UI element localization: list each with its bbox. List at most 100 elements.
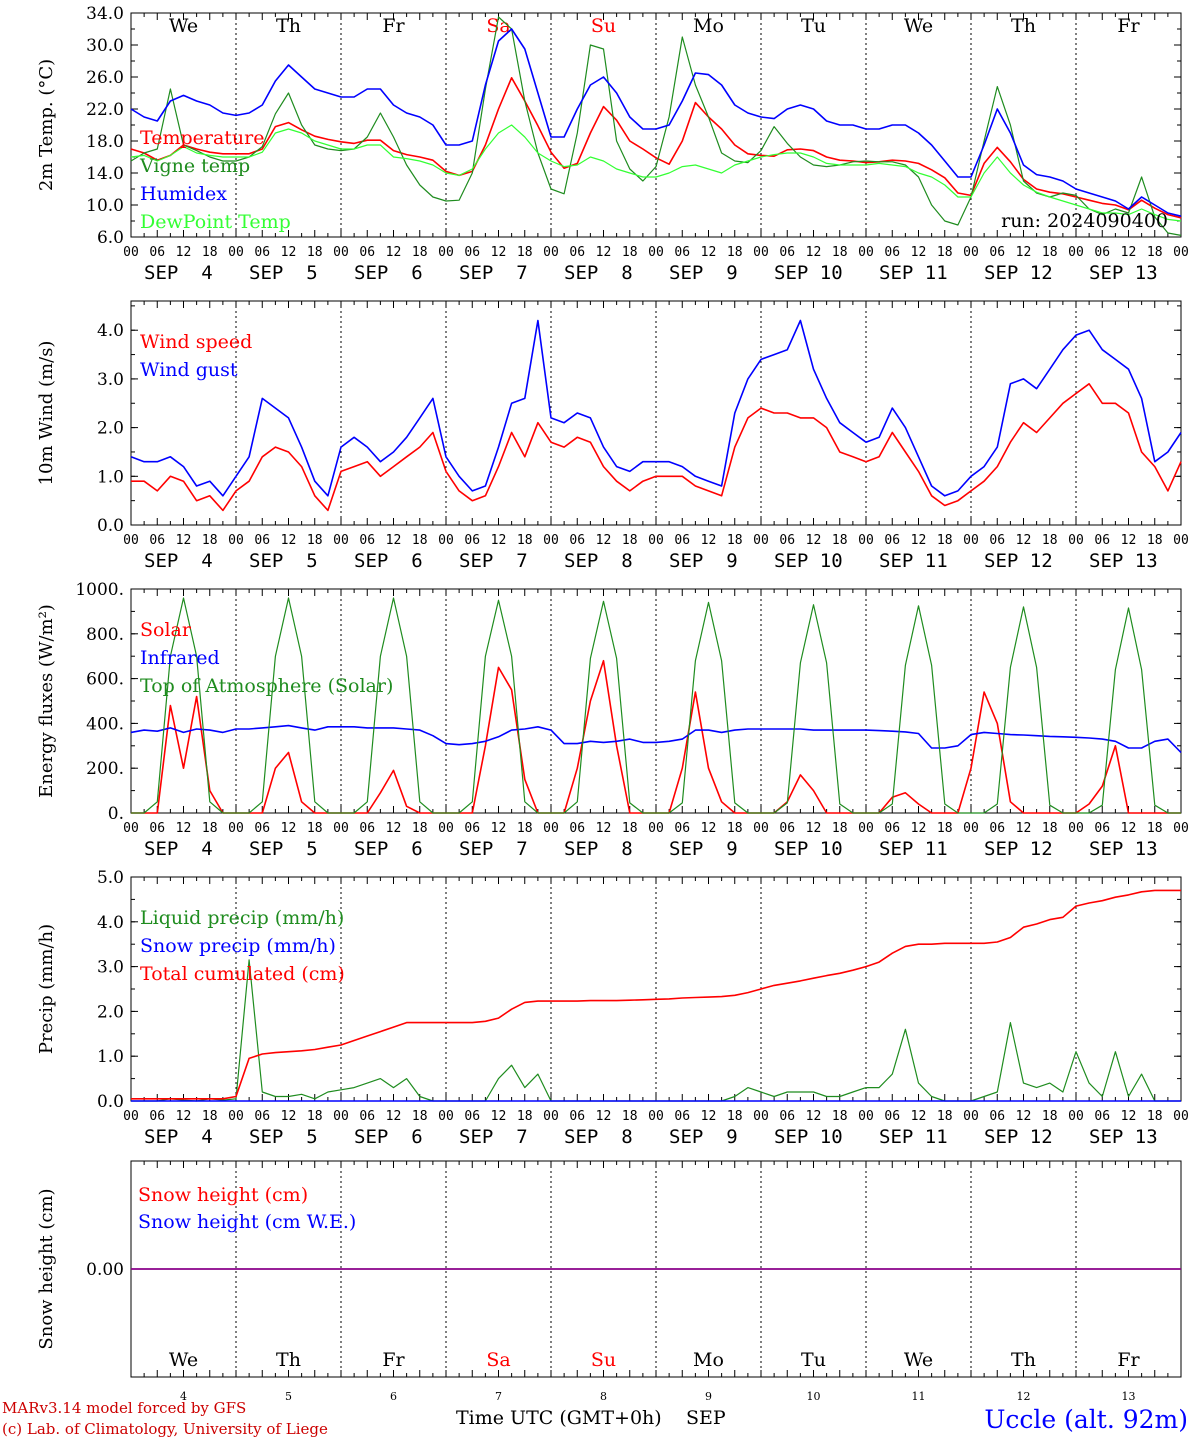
y-tick-label: 0. — [108, 804, 124, 824]
y-tick-label: 3.0 — [97, 370, 124, 390]
hour-tick-label: 06 — [464, 533, 480, 548]
station-name: Uccle (alt. 92m) — [984, 1405, 1188, 1434]
y-tick-label: 0.0 — [97, 1092, 124, 1112]
series-humidex — [130, 28, 1182, 217]
hour-tick-label: 12 — [806, 821, 822, 836]
hour-tick-label: 06 — [149, 245, 165, 260]
hour-tick-label: 00 — [963, 1109, 979, 1124]
day-number: 12 — [1017, 1390, 1031, 1403]
hour-tick-label: 00 — [333, 1109, 349, 1124]
day-number: 7 — [495, 1390, 502, 1403]
date-label: SEP 7 — [459, 1126, 528, 1148]
hour-tick-label: 00 — [858, 245, 874, 260]
hour-tick-label: 12 — [911, 1109, 927, 1124]
hour-tick-label: 00 — [228, 821, 244, 836]
legend-entry: Infrared — [140, 647, 220, 669]
hour-tick-label: 00 — [1068, 245, 1084, 260]
y-tick-label: 18.0 — [86, 132, 124, 152]
hour-tick-label: 12 — [386, 533, 402, 548]
y-tick-label: 26.0 — [86, 68, 124, 88]
day-name: Fr — [382, 1349, 405, 1371]
date-label: SEP 12 — [984, 550, 1053, 572]
hour-tick-label: 18 — [307, 1109, 323, 1124]
hour-tick-label: 00 — [1173, 245, 1189, 260]
hour-tick-label: 06 — [884, 1109, 900, 1124]
hour-tick-label: 18 — [1147, 533, 1163, 548]
hour-tick-label: 12 — [1121, 1109, 1137, 1124]
y-tick-label: 600. — [86, 670, 124, 690]
hour-tick-label: 00 — [1173, 1109, 1189, 1124]
hour-tick-label: 06 — [569, 245, 585, 260]
y-tick-label: 22.0 — [86, 100, 124, 120]
hour-tick-label: 00 — [963, 533, 979, 548]
y-tick-label: 34.0 — [86, 4, 124, 24]
day-number: 10 — [807, 1390, 821, 1403]
date-label: SEP 10 — [774, 550, 843, 572]
y-axis-title: 2m Temp. (°C) — [36, 59, 57, 191]
hour-tick-label: 00 — [1068, 1109, 1084, 1124]
date-label: SEP 11 — [879, 550, 948, 572]
hour-tick-label: 18 — [412, 245, 428, 260]
hour-tick-label: 12 — [386, 821, 402, 836]
lab-credit: (c) Lab. of Climatology, University of L… — [2, 1420, 328, 1438]
hour-tick-label: 00 — [543, 533, 559, 548]
hour-tick-label: 06 — [779, 533, 795, 548]
hour-tick-label: 18 — [1147, 1109, 1163, 1124]
date-label: SEP 4 — [144, 550, 213, 572]
hour-tick-label: 12 — [491, 821, 507, 836]
hour-tick-label: 06 — [989, 821, 1005, 836]
date-label: SEP 5 — [249, 838, 318, 860]
day-number: 5 — [285, 1390, 292, 1403]
hour-tick-label: 00 — [543, 821, 559, 836]
hour-tick-label: 18 — [832, 533, 848, 548]
date-label: SEP 7 — [459, 550, 528, 572]
hour-tick-label: 18 — [1147, 245, 1163, 260]
day-name: Fr — [1117, 15, 1140, 37]
hour-tick-label: 00 — [438, 533, 454, 548]
hour-tick-label: 06 — [464, 1109, 480, 1124]
hour-tick-label: 06 — [359, 245, 375, 260]
hour-tick-label: 12 — [281, 533, 297, 548]
y-tick-label: 0.0 — [97, 516, 124, 536]
hour-tick-label: 18 — [1042, 533, 1058, 548]
hour-tick-label: 06 — [989, 533, 1005, 548]
hour-tick-label: 18 — [202, 533, 218, 548]
wind-panel: 4.0 3.0 2.0 1.0 0.0 10m Wind (m/s) 00 06 12 18 00 0… — [36, 300, 1189, 572]
day-name: Sa — [486, 1349, 510, 1371]
y-axis-title: Energy fluxes (W/m²) — [36, 604, 57, 798]
hour-tick-label: 12 — [806, 245, 822, 260]
hour-tick-label: 18 — [517, 821, 533, 836]
hour-tick-label: 18 — [202, 1109, 218, 1124]
hour-tick-label: 06 — [674, 1109, 690, 1124]
y-tick-label: 1000. — [75, 580, 124, 600]
hour-tick-label: 12 — [176, 245, 192, 260]
hour-tick-label: 18 — [1042, 821, 1058, 836]
hour-tick-label: 00 — [438, 245, 454, 260]
hour-tick-label: 18 — [622, 1109, 638, 1124]
series-top-of-atmosphere-solar — [131, 597, 1181, 814]
hour-tick-label: 00 — [1173, 533, 1189, 548]
series-infrared — [130, 724, 1182, 754]
hour-tick-label: 18 — [412, 821, 428, 836]
hour-tick-label: 12 — [1016, 821, 1032, 836]
date-label: SEP 8 — [564, 838, 633, 860]
hour-tick-label: 06 — [149, 1109, 165, 1124]
date-label: SEP 10 — [774, 838, 843, 860]
hour-tick-label: 00 — [333, 245, 349, 260]
hour-tick-label: 12 — [281, 1109, 297, 1124]
hour-tick-label: 18 — [202, 245, 218, 260]
date-label: SEP 7 — [459, 262, 528, 284]
hour-tick-label: 18 — [1042, 245, 1058, 260]
day-name: Sa — [486, 15, 510, 37]
day-name: We — [169, 15, 198, 37]
hour-tick-label: 00 — [648, 245, 664, 260]
date-label: SEP 5 — [249, 550, 318, 572]
hour-tick-label: 06 — [989, 1109, 1005, 1124]
hour-tick-label: 12 — [491, 245, 507, 260]
date-label: SEP 6 — [354, 838, 423, 860]
hour-tick-label: 00 — [543, 1109, 559, 1124]
hour-tick-label: 00 — [123, 245, 139, 260]
day-name: Mo — [693, 1349, 724, 1371]
y-tick-label: 6.0 — [97, 228, 124, 248]
